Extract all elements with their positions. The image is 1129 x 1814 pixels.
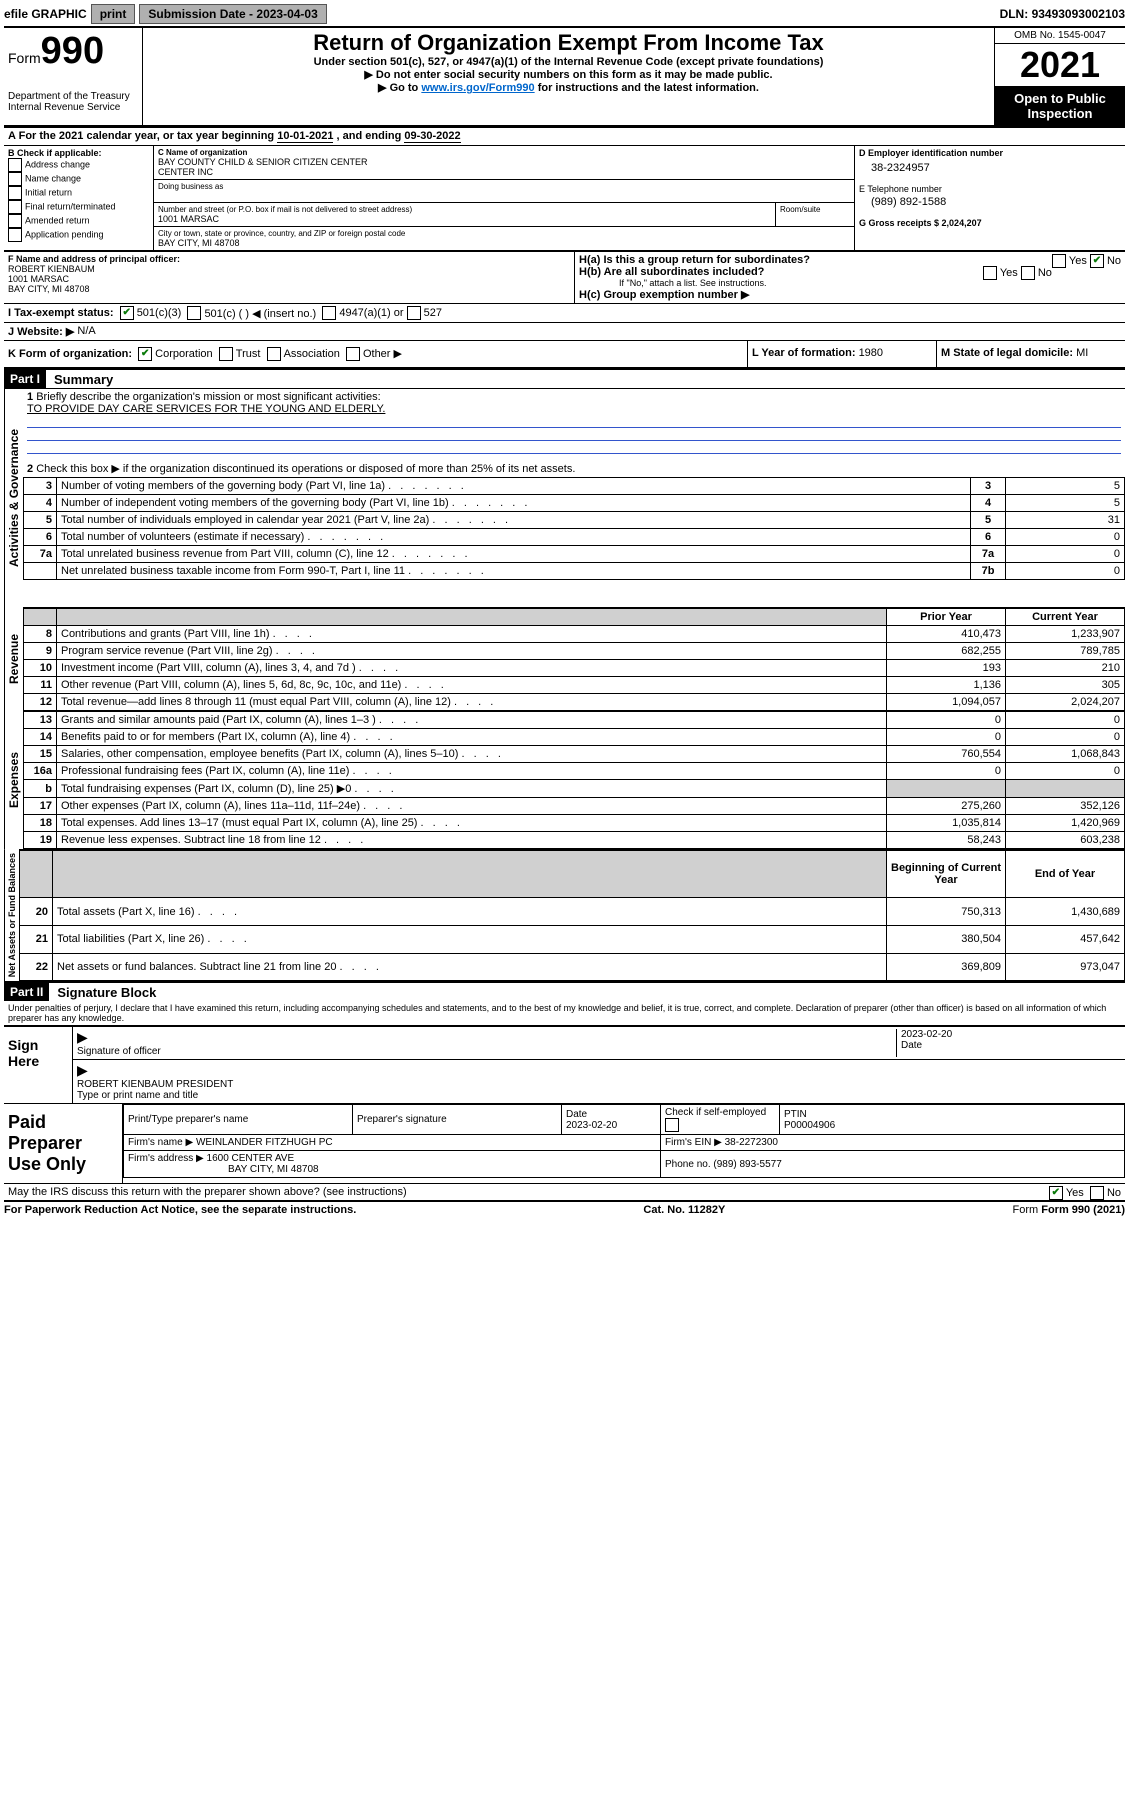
ein-label: D Employer identification number [859, 148, 1121, 158]
omb-number: OMB No. 1545-0047 [995, 28, 1125, 44]
dba-label: Doing business as [158, 182, 850, 191]
form-number: Form990 [8, 30, 138, 73]
part1-header: Part I Summary [4, 369, 1125, 388]
part2-header: Part II Signature Block [4, 982, 1125, 1001]
street: 1001 MARSAC [158, 214, 771, 224]
h-c: H(c) Group exemption number ▶ [579, 288, 1121, 301]
subtitle-2: ▶ Do not enter social security numbers o… [149, 68, 988, 81]
city: BAY CITY, MI 48708 [158, 238, 850, 248]
discuss-row: May the IRS discuss this return with the… [4, 1184, 1125, 1200]
box-b-label: B Check if applicable: [8, 148, 149, 158]
sign-block: Sign Here ▶Signature of officer 2023-02-… [4, 1026, 1125, 1104]
checkbox-item[interactable]: Final return/terminated [8, 200, 149, 214]
vlabel-governance: Activities & Governance [4, 389, 23, 607]
gross-receipts: G Gross receipts $ 2,024,207 [859, 218, 1121, 228]
declaration: Under penalties of perjury, I declare th… [4, 1001, 1125, 1026]
preparer-block: Paid Preparer Use Only Print/Type prepar… [4, 1104, 1125, 1184]
open-inspection: Open to Public Inspection [995, 87, 1125, 125]
efile-label: efile GRAPHIC [4, 7, 87, 21]
org-name: BAY COUNTY CHILD & SENIOR CITIZEN CENTER… [158, 157, 850, 177]
expenses-section: Expenses 13 Grants and similar amounts p… [4, 711, 1125, 849]
submission-button[interactable]: Submission Date - 2023-04-03 [139, 4, 326, 24]
print-button[interactable]: print [91, 4, 136, 24]
page-footer: For Paperwork Reduction Act Notice, see … [4, 1200, 1125, 1216]
room-label: Room/suite [776, 203, 854, 226]
vlabel-net: Net Assets or Fund Balances [4, 849, 19, 981]
info-block: B Check if applicable: Address changeNam… [4, 145, 1125, 251]
city-label: City or town, state or province, country… [158, 229, 850, 238]
checkbox-item[interactable]: Initial return [8, 186, 149, 200]
h-a: H(a) Is this a group return for subordin… [579, 254, 1121, 266]
form-title: Return of Organization Exempt From Incom… [149, 30, 988, 56]
dept-label: Department of the Treasury Internal Reve… [8, 91, 138, 113]
summary-section: Activities & Governance 1 Briefly descri… [4, 388, 1125, 607]
org-name-label: C Name of organization [158, 148, 850, 157]
tax-status-row: I Tax-exempt status: 501(c)(3) 501(c) ( … [4, 303, 1125, 322]
street-label: Number and street (or P.O. box if mail i… [158, 205, 771, 214]
revenue-section: Revenue Prior Year Current Year8 Contrib… [4, 607, 1125, 711]
tax-year: 2021 [995, 44, 1125, 87]
checkbox-item[interactable]: Application pending [8, 228, 149, 242]
period-line: A For the 2021 calendar year, or tax yea… [4, 127, 1125, 145]
klm-row: K Form of organization: Corporation Trus… [4, 340, 1125, 369]
checkbox-item[interactable]: Name change [8, 172, 149, 186]
form-header: Form990 Department of the Treasury Inter… [4, 28, 1125, 127]
checkbox-item[interactable]: Address change [8, 158, 149, 172]
mission-text: TO PROVIDE DAY CARE SERVICES FOR THE YOU… [27, 403, 385, 415]
officer-label: F Name and address of principal officer: [8, 254, 570, 264]
vlabel-expenses: Expenses [4, 711, 23, 849]
sign-here-label: Sign Here [4, 1027, 72, 1103]
vlabel-revenue: Revenue [4, 607, 23, 711]
h-b: H(b) Are all subordinates included? Yes … [579, 266, 1121, 278]
net-section: Net Assets or Fund Balances Beginning of… [4, 849, 1125, 982]
checkbox-item[interactable]: Amended return [8, 214, 149, 228]
subtitle-3: ▶ Go to www.irs.gov/Form990 for instruct… [149, 81, 988, 94]
ein: 38-2324957 [859, 158, 1121, 184]
irs-link[interactable]: www.irs.gov/Form990 [421, 82, 534, 94]
preparer-label: Paid Preparer Use Only [4, 1104, 122, 1183]
phone-label: E Telephone number [859, 184, 1121, 194]
website-row: J Website: ▶ N/A [4, 322, 1125, 340]
dln: DLN: 93493093002103 [1000, 7, 1125, 21]
subtitle-1: Under section 501(c), 527, or 4947(a)(1)… [149, 56, 988, 68]
officer-row: F Name and address of principal officer:… [4, 251, 1125, 303]
phone: (989) 892-1588 [859, 194, 1121, 218]
top-bar: efile GRAPHIC print Submission Date - 20… [4, 4, 1125, 28]
